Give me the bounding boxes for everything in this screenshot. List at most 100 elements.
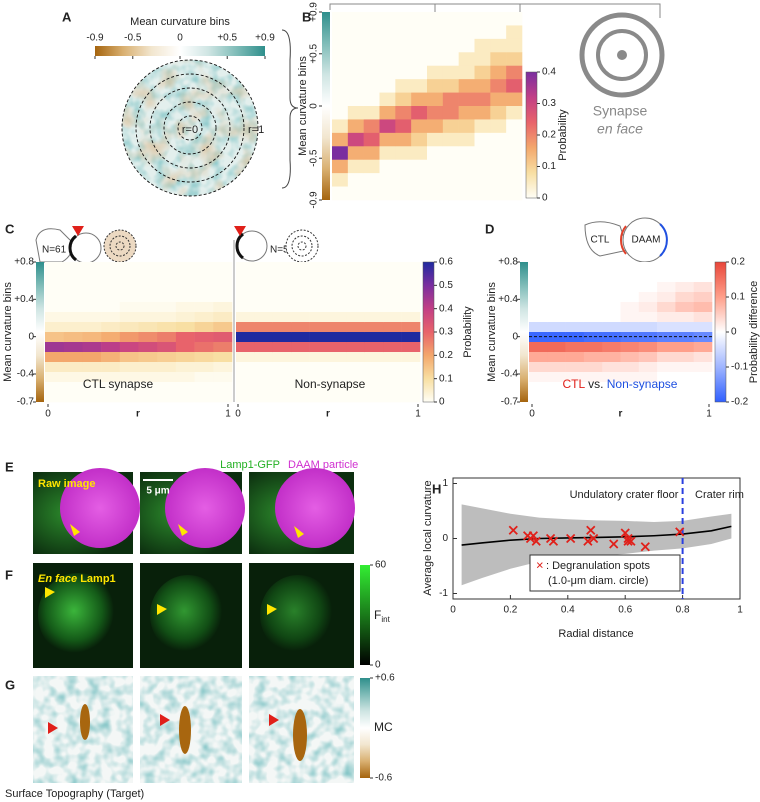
synapse-sublabel: en face — [597, 121, 643, 137]
degranulation-spot — [528, 531, 538, 541]
heatmap-cell — [63, 352, 83, 363]
heatmap-cell — [194, 332, 214, 343]
heatmap-cell — [379, 65, 396, 80]
heatmap-cell — [638, 342, 658, 353]
heatmap-cell — [175, 282, 195, 293]
heatmap-cell — [45, 262, 64, 273]
heatmap-cell — [411, 65, 428, 80]
heatmap-cell — [157, 272, 177, 283]
heatmap-cell — [657, 372, 676, 383]
heatmap-cell — [442, 146, 459, 161]
heatmap-cell — [82, 372, 102, 383]
heatmap-cell — [138, 312, 158, 323]
heatmap-cell — [490, 92, 507, 107]
heatmap-cell — [364, 392, 384, 403]
heatmap-cell — [364, 292, 384, 303]
heatmap-cell — [82, 352, 102, 363]
heatmap-cell — [474, 146, 491, 161]
heatmap-cell — [490, 119, 507, 134]
heatmap-cell — [119, 342, 139, 353]
heatmap-cell — [395, 146, 412, 161]
heatmap-cell — [119, 312, 139, 323]
colorbar-tick-label: 0.1 — [542, 161, 556, 172]
heatmap-cell — [194, 342, 214, 353]
heatmap-cell — [175, 292, 195, 303]
heatmap-cell — [474, 159, 491, 174]
heatmap-cell — [474, 12, 491, 26]
x-axis-label: r — [326, 409, 330, 420]
arrow — [48, 722, 58, 734]
heatmap-cell — [693, 352, 713, 363]
arrow — [294, 526, 304, 538]
heatmap-cell — [82, 392, 102, 403]
heatmap-cell — [363, 173, 380, 187]
degranulation-spot — [623, 536, 633, 546]
colorbar — [95, 46, 265, 56]
heatmap-cell — [583, 292, 603, 303]
heatmap-cell — [547, 292, 566, 303]
colorbar — [422, 261, 435, 403]
heatmap-cell — [236, 322, 255, 333]
heatmap-cell — [442, 186, 459, 201]
heatmap-cell — [309, 272, 329, 283]
heatmap-cell — [506, 38, 523, 53]
heatmap-cell — [490, 65, 507, 80]
heatmap-cell — [194, 312, 214, 323]
x-tick-label: 0.4 — [561, 605, 575, 616]
colorbar-label: Probability — [557, 109, 569, 161]
heatmap-cell — [82, 382, 102, 393]
heatmap-cell — [383, 282, 402, 293]
heatmap-cell — [213, 382, 233, 393]
heatmap-cell — [272, 332, 292, 343]
heatmap-cell — [401, 332, 421, 343]
heatmap-cell — [138, 372, 158, 383]
heatmap-cell — [427, 52, 444, 67]
heatmap-cell — [529, 342, 548, 353]
heatmap-cell — [101, 332, 121, 343]
heatmap-cell — [565, 342, 585, 353]
heatmap-cell — [194, 292, 214, 303]
arrow — [178, 524, 188, 536]
heatmap-cell — [157, 372, 177, 383]
heatmap-cell — [328, 302, 347, 313]
heatmap-cell — [675, 272, 694, 283]
heatmap-cell — [332, 173, 349, 187]
heatmap-cell — [63, 332, 83, 343]
heatmap-cell — [565, 362, 585, 373]
heatmap-cell — [82, 292, 102, 303]
heatmap-cell — [138, 392, 158, 403]
heatmap-cell — [638, 352, 658, 363]
heatmap-cell — [675, 342, 694, 353]
colorbar-label: MC — [374, 720, 393, 734]
y-axis-label: Mean curvature bins — [2, 282, 14, 382]
fold — [179, 706, 191, 754]
heatmap-cell — [346, 372, 366, 383]
heatmap-cell — [490, 106, 507, 120]
x-axis-label: Radial distance — [558, 628, 633, 640]
heatmap-cell — [506, 25, 523, 40]
heatmap-cell — [213, 332, 233, 343]
heatmap-cell — [602, 292, 621, 303]
heatmap-cell — [529, 312, 548, 323]
heatmap-cell — [383, 272, 402, 283]
heatmap-cell — [363, 132, 380, 147]
heatmap-cell — [442, 52, 459, 67]
heatmap-cell — [427, 92, 444, 107]
heatmap-cell — [427, 79, 444, 93]
heatmap-cell — [309, 362, 329, 373]
degranulation-spot — [626, 536, 636, 546]
heatmap-cell — [693, 332, 713, 343]
heatmap-cell — [583, 372, 603, 383]
heatmap-cell — [254, 382, 274, 393]
curvature-strip — [322, 12, 330, 200]
x-axis-label: r — [619, 409, 623, 420]
heatmap-cell — [332, 38, 349, 53]
heatmap-cell — [291, 372, 310, 383]
marker-triangle — [234, 226, 246, 236]
signal — [260, 575, 336, 655]
degranulation-spot — [531, 536, 541, 546]
heatmap-cell — [620, 392, 640, 403]
heatmap-cell — [138, 362, 158, 373]
colorbar — [360, 565, 370, 665]
heatmap-cell — [602, 362, 621, 373]
